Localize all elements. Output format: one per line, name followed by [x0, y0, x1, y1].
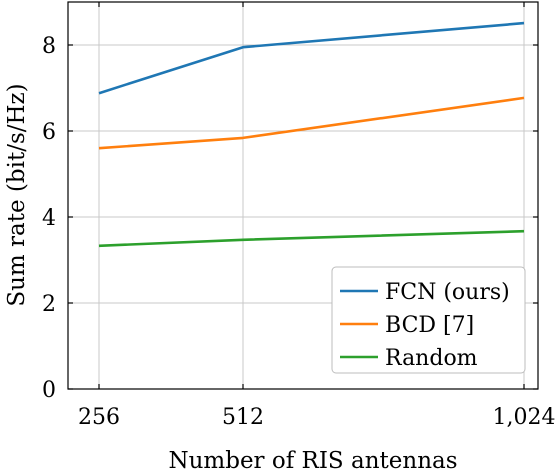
y-tick-label: 0 — [42, 378, 56, 403]
y-tick-label: 4 — [42, 206, 56, 231]
legend-box — [331, 266, 526, 374]
legend-label: BCD [7] — [385, 313, 474, 338]
series-line-random — [98, 229, 525, 248]
x-tick-label: 512 — [222, 405, 264, 430]
x-axis-label: Number of RIS antennas — [168, 448, 457, 474]
legend: FCN (ours) BCD [7] Random — [331, 266, 526, 374]
y-tick-label: 2 — [42, 292, 56, 317]
series-line-bcd-7 — [98, 96, 525, 150]
y-tick-label: 6 — [42, 120, 56, 145]
y-axis-label: Sum rate (bit/s/Hz) — [4, 83, 30, 306]
series-line-fcn-ours — [98, 21, 525, 95]
x-tick-label: 256 — [78, 405, 120, 430]
ticks: 256 512 1,024 0 2 4 6 8 — [42, 2, 555, 430]
legend-label: FCN (ours) — [385, 280, 510, 305]
x-tick-label: 1,024 — [493, 405, 556, 430]
legend-label: Random — [385, 346, 478, 371]
series-lines — [98, 21, 525, 248]
plot-frame — [67, 1, 539, 390]
y-tick-label: 8 — [42, 34, 56, 59]
